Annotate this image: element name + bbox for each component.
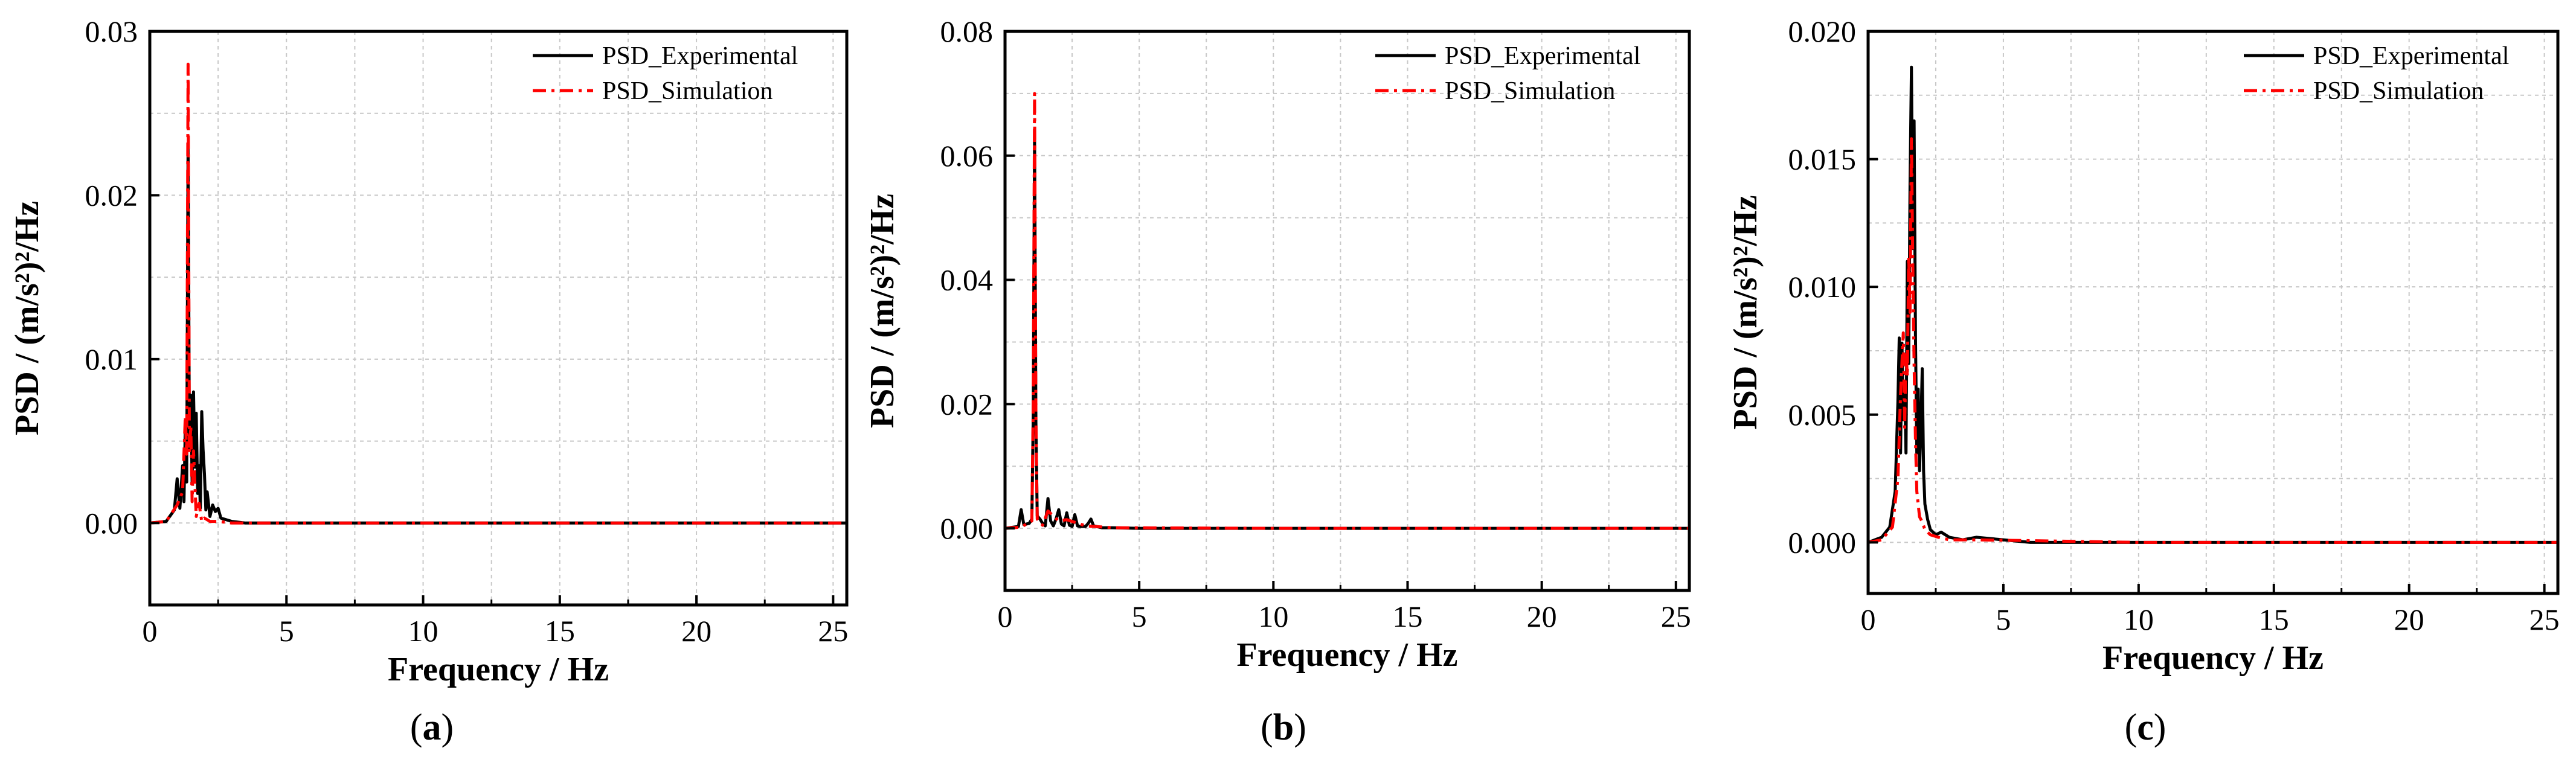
y-tick-label: 0.020 [1788, 14, 1857, 48]
y-tick-label: 0.02 [940, 387, 994, 421]
y-tick-label: 0.000 [1788, 525, 1857, 559]
x-tick-label: 15 [2259, 603, 2289, 636]
series-line-psd-experimental [1004, 135, 1689, 530]
x-tick-label: 0 [143, 614, 158, 648]
panel-caption: (b) [1261, 707, 1306, 748]
series-line-psd-simulation [1868, 137, 2558, 544]
x-axis-title: Frequency / Hz [2102, 639, 2324, 677]
x-tick-label: 20 [1527, 600, 1557, 633]
legend-label: PSD_Experimental [602, 42, 798, 70]
panel-caption: (c) [2125, 707, 2166, 748]
series-line-psd-simulation [149, 62, 847, 525]
x-tick-label: 15 [545, 614, 575, 648]
x-tick-label: 10 [2124, 603, 2154, 636]
x-tick-label: 5 [1132, 600, 1147, 633]
x-axis-title: Frequency / Hz [1236, 636, 1457, 674]
y-axis-title: PSD / (m/s²)²/Hz [8, 201, 46, 435]
x-tick-label: 10 [1258, 600, 1288, 633]
legend-label: PSD_Simulation [602, 77, 772, 105]
plot-frame [148, 30, 849, 607]
grid [150, 31, 847, 605]
legend: PSD_Experimental PSD_Simulation [533, 42, 798, 105]
y-tick-label: 0.04 [940, 263, 994, 297]
legend: PSD_Experimental PSD_Simulation [2244, 42, 2509, 105]
panel-letter: a [423, 707, 442, 748]
y-tick-label: 0.03 [85, 14, 138, 48]
x-tick-label: 5 [1996, 603, 2011, 636]
x-tick-label: 10 [408, 614, 438, 648]
x-tick-label: 20 [2394, 603, 2424, 636]
y-axis-title: PSD / (m/s²)²/Hz [1727, 195, 1764, 429]
x-tick-label: 25 [2529, 603, 2560, 636]
chart-panel-a: 0 5 10 15 20 25 0.00 0.01 0.02 0.03 Frequency / Hz… [8, 14, 849, 748]
grid [1005, 31, 1689, 590]
y-tick-label: 0.00 [85, 506, 138, 540]
legend-label: PSD_Experimental [2313, 42, 2509, 70]
plot-frame [1866, 30, 2560, 595]
x-tick-label: 5 [279, 614, 294, 648]
y-axis-title: PSD / (m/s²)²/Hz [864, 194, 901, 428]
legend: PSD_Experimental PSD_Simulation [1375, 42, 1640, 105]
y-tick-label: 0.01 [85, 342, 138, 376]
panel-caption: (a) [410, 707, 454, 748]
y-tick-label: 0.015 [1788, 142, 1857, 176]
legend-label: PSD_Simulation [1445, 77, 1615, 105]
legend-label: PSD_Experimental [1445, 42, 1640, 70]
y-tick-label: 0.010 [1788, 270, 1857, 304]
x-tick-label: 25 [1661, 600, 1691, 633]
panel-letter: c [2137, 707, 2154, 748]
chart-panel-c: 0 5 10 15 20 25 0.000 0.005 0.010 0.015 0.020 Frequ… [1727, 14, 2560, 748]
panel-letter: b [1273, 707, 1294, 748]
series-line-psd-experimental [1868, 65, 2558, 544]
x-tick-label: 0 [1861, 603, 1876, 636]
y-tick-label: 0.08 [940, 14, 994, 48]
x-tick-label: 15 [1392, 600, 1422, 633]
y-tick-label: 0.005 [1788, 398, 1857, 432]
y-tick-label: 0.02 [85, 178, 138, 212]
x-tick-label: 25 [818, 614, 848, 648]
plot-frame [1003, 30, 1691, 592]
legend-label: PSD_Simulation [2313, 77, 2484, 105]
series-line-psd-experimental [149, 142, 847, 525]
x-tick-label: 20 [681, 614, 711, 648]
chart-panel-b: 0 5 10 15 20 25 0.00 0.02 0.04 0.06 0.08 Frequency … [864, 14, 1691, 748]
y-tick-label: 0.00 [940, 511, 994, 545]
y-tick-label: 0.06 [940, 139, 994, 173]
series-line-psd-simulation [1004, 92, 1689, 530]
grid [1868, 31, 2558, 593]
x-tick-label: 0 [998, 600, 1013, 633]
x-axis-title: Frequency / Hz [388, 651, 609, 688]
